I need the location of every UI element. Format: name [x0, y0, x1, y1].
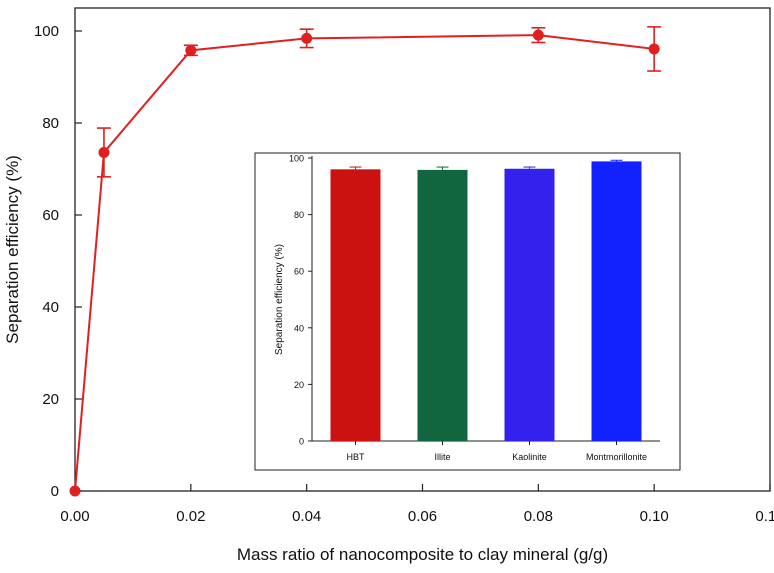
main-y-tick-label: 0: [51, 483, 59, 500]
main-chart: 0.00 0.02 0.04 0.06 0.08 0.10 0.12 0 20 40 60 80 10…: [3, 7, 774, 564]
main-x-tick-label: 0.00: [60, 508, 89, 525]
inset-y-tick-label: 60: [294, 267, 304, 277]
main-series-group: [69, 26, 662, 497]
bar-illite: [417, 169, 468, 442]
inset-category-label: Illite: [434, 452, 450, 462]
main-y-tick-label: 80: [42, 115, 59, 132]
inset-y-tick-label: 20: [294, 380, 304, 390]
main-x-tick-label: 0.04: [292, 508, 321, 525]
main-x-tick-label: 0.02: [176, 508, 205, 525]
inset-bar-chart: 0 20 40 60 80 100 HBT Illite Kaolinite Montmoril…: [254, 152, 681, 471]
inset-bars-group: [330, 159, 642, 442]
main-y-tick-label: 20: [42, 391, 59, 408]
main-y-tick-label: 60: [42, 207, 59, 224]
data-point: [185, 44, 197, 56]
main-x-tick-label: 0.12: [755, 508, 774, 525]
inset-y-tick-label: 100: [289, 154, 304, 164]
main-x-axis-title: Mass ratio of nanocomposite to clay mine…: [237, 545, 608, 564]
bar-kaolinite: [504, 168, 555, 441]
inset-y-axis-title: Separation efficiency (%): [274, 244, 285, 355]
series-line: [74, 34, 655, 492]
inset-y-tick-label: 80: [294, 210, 304, 220]
data-point: [69, 485, 81, 497]
bar-montmorillonite: [591, 161, 642, 441]
main-x-tick-label: 0.08: [524, 508, 553, 525]
inset-y-tick-label: 40: [294, 323, 304, 333]
main-x-axis: 0.00 0.02 0.04 0.06 0.08 0.10 0.12: [60, 484, 774, 525]
data-point: [301, 32, 313, 44]
bar-hbt: [330, 169, 381, 441]
main-y-axis-title: Separation efficiency (%): [3, 155, 22, 344]
main-y-axis: 0 20 40 60 80 100: [34, 23, 82, 500]
inset-y-tick-label: 0: [299, 437, 304, 447]
data-point: [532, 29, 544, 41]
inset-category-label: Kaolinite: [512, 452, 547, 462]
inset-category-label: Montmorillonite: [586, 452, 647, 462]
inset-x-axis: HBT Illite Kaolinite Montmorillonite: [347, 441, 647, 462]
main-y-tick-label: 100: [34, 23, 59, 40]
main-x-tick-label: 0.10: [640, 508, 669, 525]
main-y-tick-label: 40: [42, 299, 59, 316]
data-point: [648, 43, 660, 55]
inset-category-label: HBT: [347, 452, 366, 462]
data-point: [98, 146, 110, 158]
main-x-tick-label: 0.06: [408, 508, 437, 525]
